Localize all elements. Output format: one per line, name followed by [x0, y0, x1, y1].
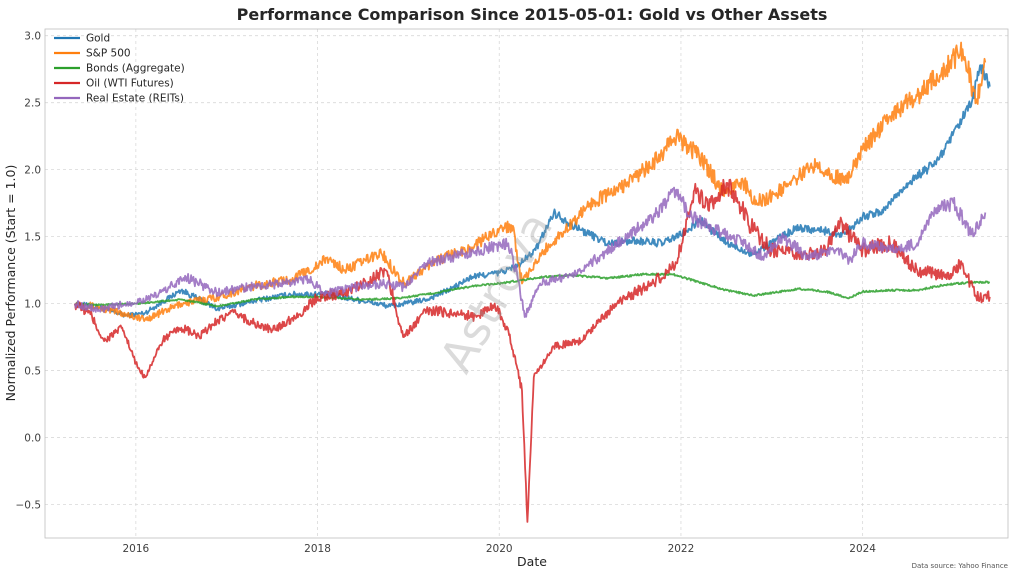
legend-label: Real Estate (REITs): [86, 93, 184, 105]
plot-frame: [44, 28, 1009, 539]
y-tick-label: 0.5: [24, 366, 41, 378]
y-tick-label: 0.0: [24, 433, 41, 445]
legend-label: Oil (WTI Futures): [86, 78, 174, 90]
legend-label: Bonds (Aggregate): [86, 63, 185, 75]
y-tick-label: 2.0: [24, 165, 41, 177]
series-line-0: [74, 64, 991, 319]
x-axis-label: Date: [517, 554, 547, 569]
series-layer: [74, 41, 991, 523]
series-line-1: [74, 41, 987, 322]
chart-title: Performance Comparison Since 2015-05-01:…: [237, 5, 828, 24]
x-tick-label: 2024: [849, 543, 876, 555]
legend-label: Gold: [86, 33, 110, 45]
x-tick-label: 2020: [486, 543, 513, 555]
series-line-3: [74, 178, 991, 523]
x-tick-label: 2022: [668, 543, 695, 555]
legend-label: S&P 500: [86, 48, 131, 60]
tick-layer: 2016 2018 2020 2022 2024 −0.5 0.0 0.5 1.0 1.5 2.0 2…: [16, 31, 877, 555]
source-note: Data source: Yahoo Finance: [912, 562, 1008, 570]
x-tick-label: 2018: [304, 543, 331, 555]
y-tick-label: 1.0: [24, 299, 41, 311]
y-tick-label: 2.5: [24, 98, 41, 110]
y-axis-label: Normalized Performance (Start = 1.0): [3, 165, 18, 402]
y-tick-label: 1.5: [24, 232, 41, 244]
y-tick-label: −0.5: [16, 500, 42, 512]
series-line-2: [74, 272, 991, 308]
legend: Gold S&P 500 Bonds (Aggregate) Oil (WTI Fut…: [54, 33, 185, 105]
x-tick-label: 2016: [122, 543, 149, 555]
series-line-4: [74, 186, 987, 318]
y-tick-label: 3.0: [24, 31, 41, 43]
